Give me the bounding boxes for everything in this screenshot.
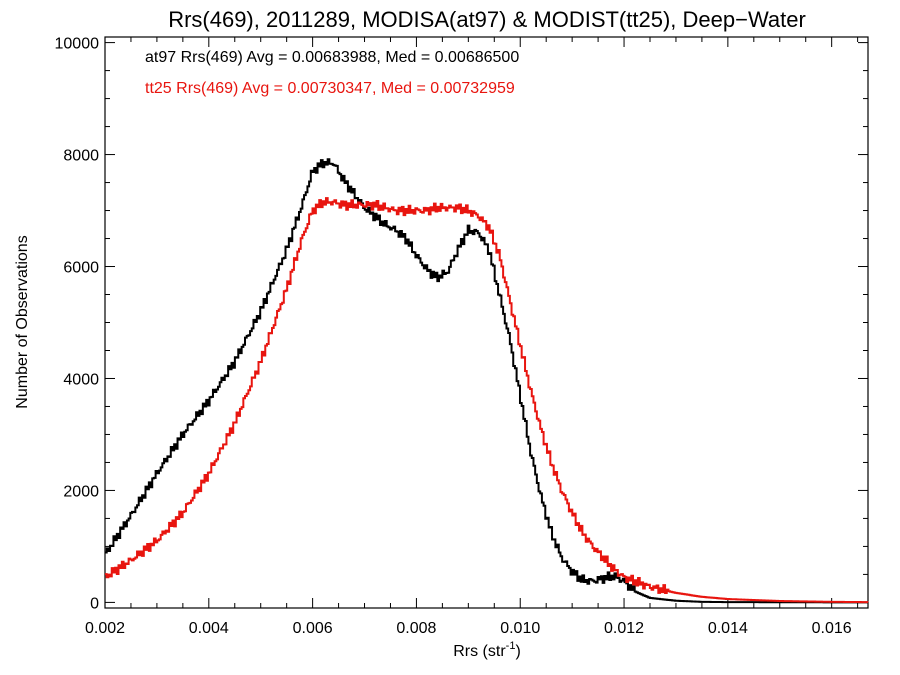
- y-tick-label: 0: [90, 595, 99, 612]
- axes: 0.002 0.004 0.006 0.008 0.010 0.012 0.014 0.016…: [55, 36, 869, 637]
- x-tick-label: 0.004: [189, 620, 229, 637]
- x-tick-label: 0.010: [500, 620, 540, 637]
- series-layer: [105, 158, 869, 604]
- x-tick-label: 0.012: [604, 620, 644, 637]
- x-axis-label-superscript: -1: [506, 640, 516, 652]
- x-tick-label: 0.002: [85, 620, 125, 637]
- series-line-tt25: [105, 197, 869, 604]
- x-axis-label-text: Rrs (str: [453, 643, 506, 660]
- annotation-at97: at97 Rrs(469) Avg = 0.00683988, Med = 0.…: [145, 49, 519, 66]
- x-tick-label: 0.014: [708, 620, 748, 637]
- x-tick-label: 0.016: [812, 620, 852, 637]
- x-tick-label: 0.008: [396, 620, 436, 637]
- x-axis-label: Rrs (str-1): [453, 640, 521, 660]
- y-tick-label: 2000: [63, 483, 99, 500]
- annotation-tt25: tt25 Rrs(469) Avg = 0.00730347, Med = 0.…: [145, 80, 515, 97]
- chart-title: Rrs(469), 2011289, MODISA(at97) & MODIST…: [168, 7, 806, 32]
- y-axis-label: Number of Observations: [14, 235, 31, 408]
- x-axis-label-close: ): [515, 643, 520, 660]
- x-tick-label: 0.006: [293, 620, 333, 637]
- y-tick-label: 6000: [63, 260, 99, 277]
- y-tick-label: 8000: [63, 148, 99, 165]
- y-tick-label: 4000: [63, 371, 99, 388]
- series-line-at97: [105, 158, 868, 604]
- y-tick-label: 10000: [55, 36, 100, 53]
- plot-frame: [104, 36, 869, 609]
